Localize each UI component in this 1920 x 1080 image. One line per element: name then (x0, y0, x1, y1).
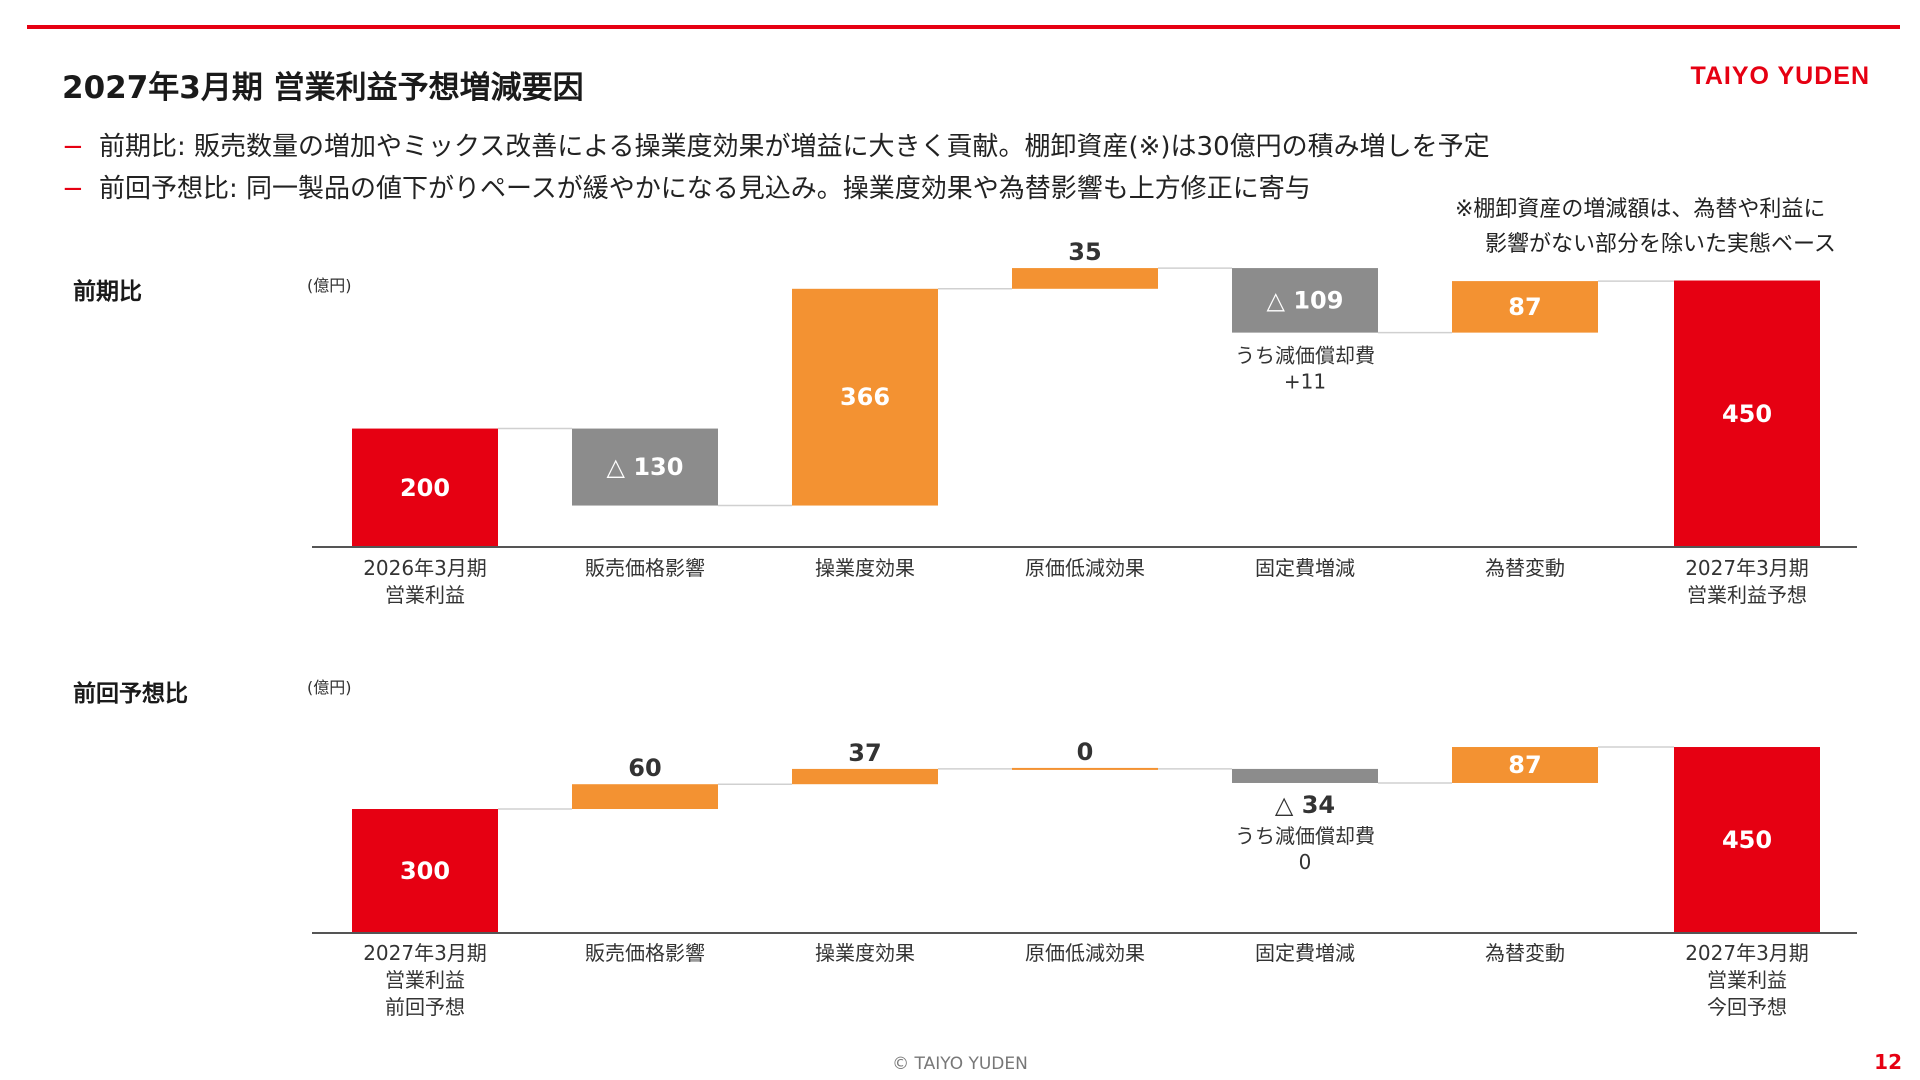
bullet-item: − 前回予想比: 同一製品の値下がりペースが緩やかになる見込み。操業度効果や為替影… (62, 168, 1490, 210)
header-rule (27, 25, 1900, 29)
category-label: 今回予想 (1707, 995, 1787, 1019)
waterfall-bar (1012, 767, 1158, 770)
waterfall-bar (1452, 281, 1598, 333)
waterfall-bar (1674, 280, 1820, 547)
category-label: 原価低減効果 (1025, 941, 1145, 965)
waterfall-bar (792, 288, 938, 506)
waterfall-chart-vs-forecast: 3002027年3月期営業利益前回予想60販売価格影響37操業度効果0原価低減効… (312, 738, 1857, 1019)
bullet-marker: − (62, 174, 84, 204)
page-number: 12 (1874, 1050, 1902, 1074)
category-label: 2026年3月期 (363, 556, 487, 580)
bullet-text: 前期比: 販売数量の増加やミックス改善による操業度効果が増益に大きく貢献。棚卸資… (99, 132, 1490, 162)
bullet-marker: − (62, 132, 84, 162)
category-label: 為替変動 (1485, 556, 1565, 580)
bar-annotation: +11 (1284, 370, 1326, 394)
data-label: △ 130 (607, 453, 684, 481)
category-label: 2027年3月期 (1685, 556, 1809, 580)
data-label: 87 (1508, 293, 1541, 321)
summary-bullets: − 前期比: 販売数量の増加やミックス改善による操業度効果が増益に大きく貢献。棚卸… (62, 126, 1490, 210)
category-label: 販売価格影響 (585, 941, 705, 965)
data-label: 300 (400, 857, 450, 885)
category-label: 販売価格影響 (585, 556, 705, 580)
copyright: © TAIYO YUDEN (892, 1054, 1028, 1074)
category-label: 前回予想 (385, 995, 465, 1019)
waterfall-bar (1452, 747, 1598, 783)
category-label: 原価低減効果 (1025, 556, 1145, 580)
category-label: 固定費増減 (1255, 556, 1355, 580)
category-label: 営業利益 (385, 968, 465, 992)
waterfall-bar (352, 809, 498, 933)
category-label: 操業度効果 (815, 941, 915, 965)
category-label: 営業利益 (385, 583, 465, 607)
waterfall-bar (792, 768, 938, 785)
category-label: 2027年3月期 (1685, 941, 1809, 965)
waterfall-bar (572, 428, 718, 506)
bar-annotation: うち減価償却費 (1235, 824, 1375, 848)
unit-label: (億円) (307, 678, 352, 697)
data-label: 450 (1722, 400, 1772, 428)
data-label: 87 (1508, 751, 1541, 779)
data-label: 35 (1068, 238, 1101, 266)
inventory-note: ※棚卸資産の増減額は、為替や利益に 影響がない部分を除いた実態ベース (1455, 192, 1836, 262)
page-title: 2027年3月期 営業利益予想増減要因 (62, 70, 584, 106)
category-label: 操業度効果 (815, 556, 915, 580)
data-label: 37 (848, 739, 881, 767)
section-label-yoy: 前期比 (73, 279, 142, 305)
waterfall-bar (572, 784, 718, 810)
data-label: 0 (1077, 738, 1094, 766)
bar-annotation: うち減価償却費 (1235, 344, 1375, 368)
note-line: 影響がない部分を除いた実態ベース (1485, 232, 1836, 257)
waterfall-bar (1232, 268, 1378, 333)
waterfall-bar (1674, 747, 1820, 933)
bullet-text: 前回予想比: 同一製品の値下がりペースが緩やかになる見込み。操業度効果や為替影響… (99, 174, 1311, 204)
data-label: 366 (840, 383, 890, 411)
bullet-item: − 前期比: 販売数量の増加やミックス改善による操業度効果が増益に大きく貢献。棚卸… (62, 126, 1490, 168)
waterfall-bar (1232, 768, 1378, 783)
waterfall-bar (352, 428, 498, 547)
data-label: 60 (628, 754, 661, 782)
data-label: △ 34 (1275, 791, 1335, 819)
section-label-vs-forecast: 前回予想比 (73, 681, 188, 707)
bar-annotation: 0 (1299, 850, 1312, 874)
waterfall-bar (1012, 268, 1158, 289)
note-line: ※棚卸資産の増減額は、為替や利益に (1455, 197, 1826, 222)
category-label: 営業利益予想 (1687, 583, 1807, 607)
unit-label: (億円) (307, 276, 352, 295)
data-label: 200 (400, 474, 450, 502)
category-label: 為替変動 (1485, 941, 1565, 965)
category-label: 2027年3月期 (363, 941, 487, 965)
data-label: △ 109 (1267, 286, 1344, 314)
category-label: 営業利益 (1707, 968, 1787, 992)
data-label: 450 (1722, 826, 1772, 854)
category-label: 固定費増減 (1255, 941, 1355, 965)
company-logo: TAIYO YUDEN (1690, 62, 1870, 90)
